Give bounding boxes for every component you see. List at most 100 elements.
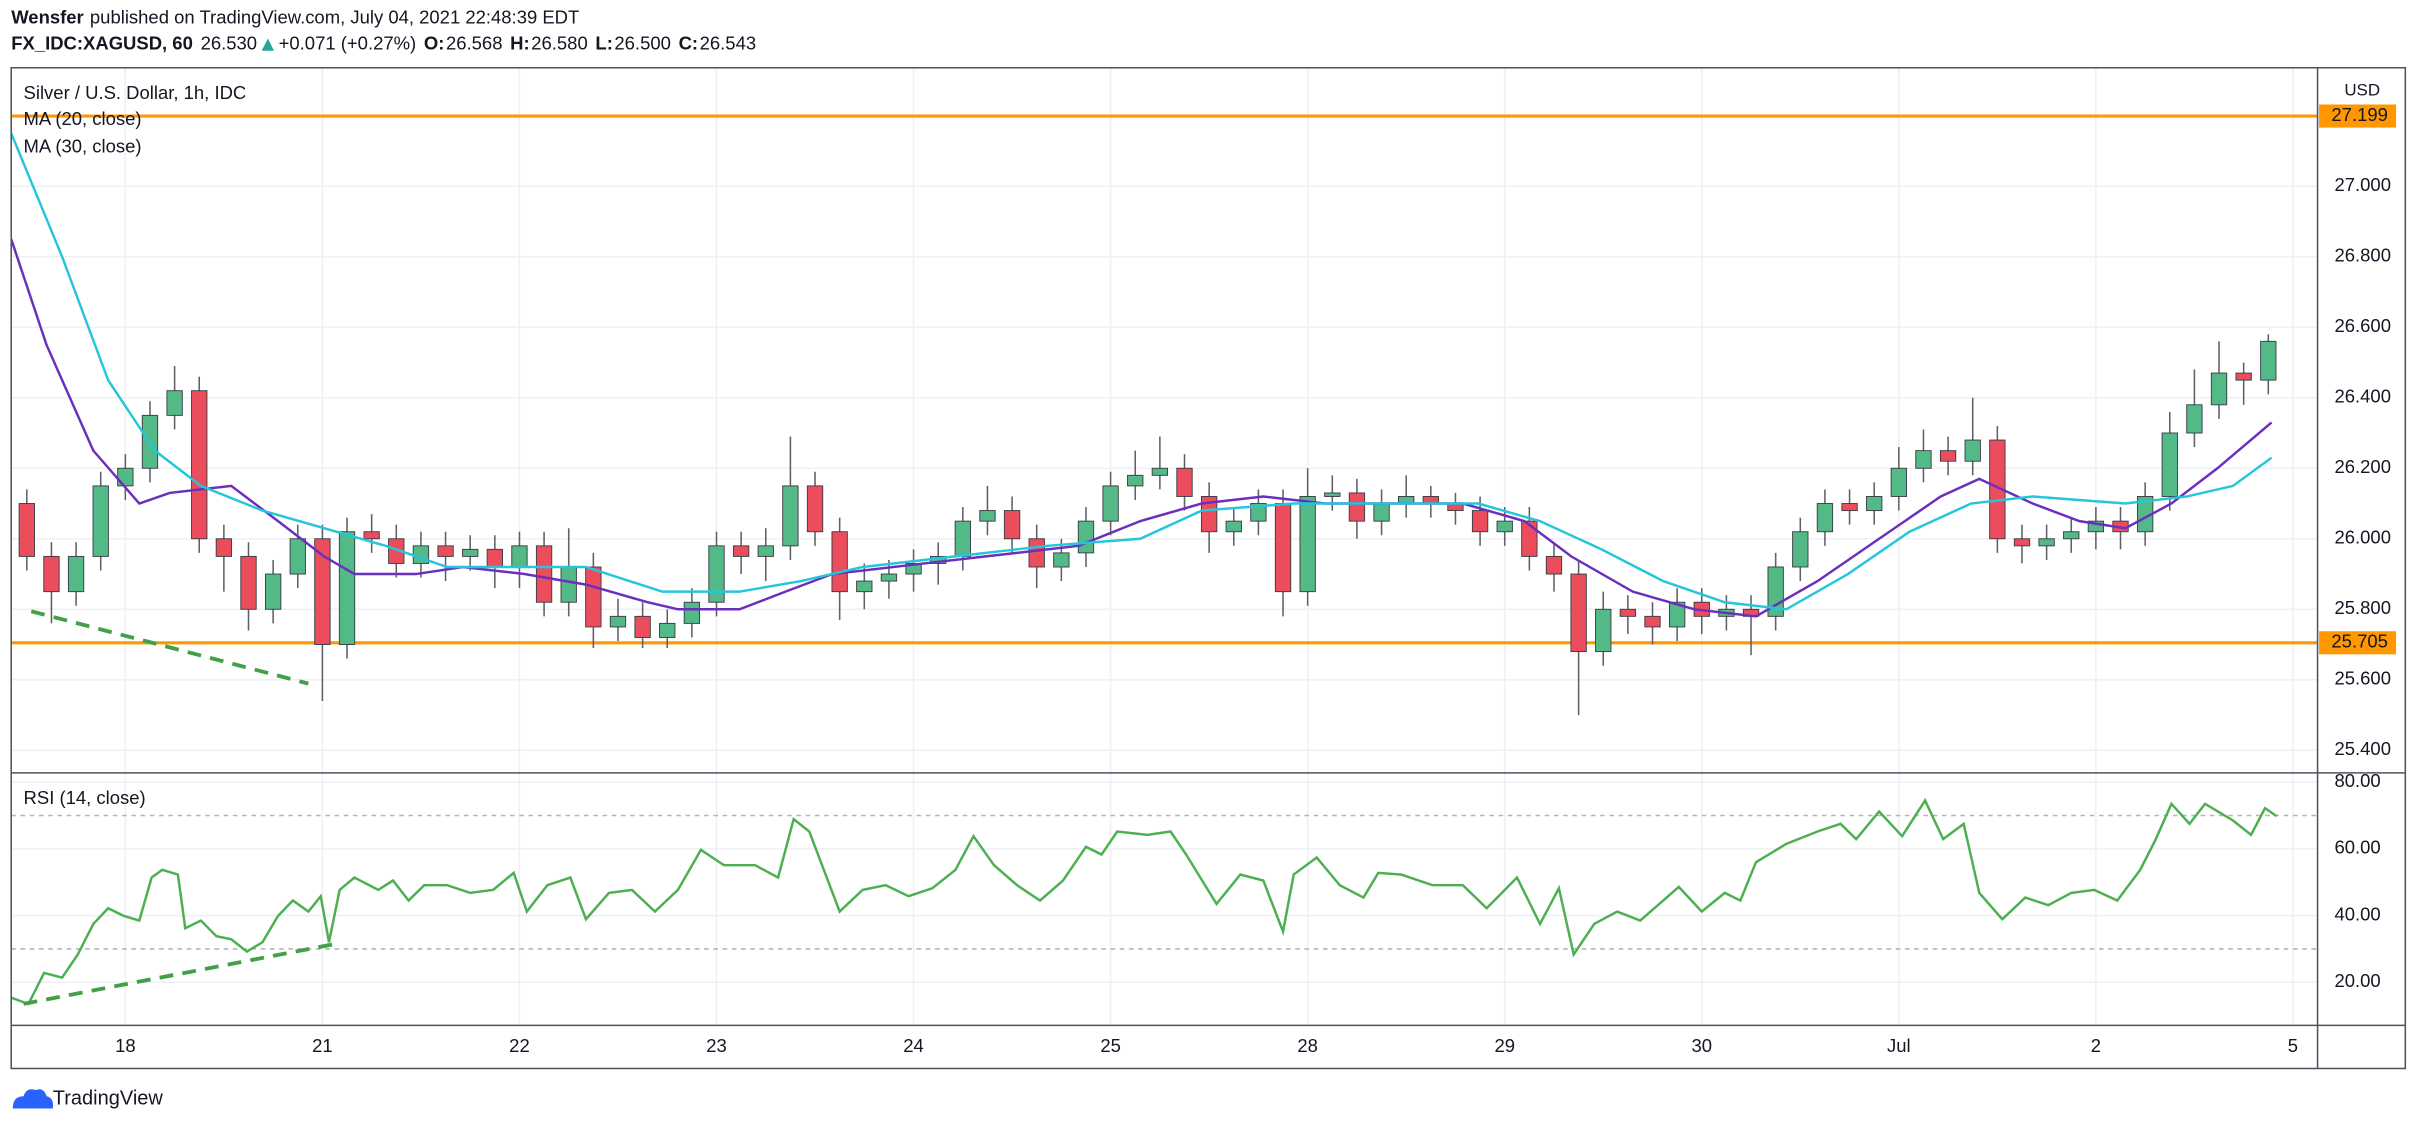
x-tick-label: 25 [1100, 1035, 1121, 1056]
candle-body [67, 555, 85, 593]
ohlc-label: L: [595, 33, 612, 54]
candle-body [18, 503, 35, 557]
candle-body [1077, 520, 1095, 554]
candle-body [856, 580, 873, 593]
x-tick-label: 24 [903, 1035, 924, 1056]
candle-body [314, 538, 331, 646]
candle-body [1496, 520, 1513, 533]
candle-body [289, 538, 306, 575]
y-tick-label: 26.200 [2335, 456, 2392, 477]
y-tick-label: 26.800 [2335, 245, 2392, 266]
candle-body [2235, 372, 2252, 381]
candle-body [92, 485, 109, 557]
axes [10, 66, 2407, 1070]
candle-body [1299, 496, 1316, 593]
candle-body [1324, 492, 1341, 497]
labels: 18 21 22 23 24 25 28 29 30 Jul 2 525.40025.60025.80… [24, 80, 2397, 1056]
y-tick-label: 26.000 [2335, 527, 2392, 548]
candle-body [240, 555, 257, 610]
ohlc-value: 26.543 [700, 33, 756, 54]
candle-body [1003, 510, 1021, 540]
x-tick-label: 5 [2288, 1035, 2298, 1056]
candle-body [1619, 608, 1637, 617]
y-tick-label: 60.00 [2335, 837, 2381, 858]
symbol: FX_IDC:XAGUSD, 60 [11, 33, 193, 54]
x-tick-label: 18 [115, 1035, 136, 1056]
candle-body [560, 566, 577, 603]
ohlc-value: 26.500 [614, 33, 671, 54]
candle-body [1792, 531, 1809, 568]
y-tick-label: 26.600 [2335, 315, 2392, 336]
ohlc-label: H: [510, 33, 530, 54]
last-price: 26.530 [201, 33, 258, 54]
candle-body [2038, 538, 2055, 547]
candle-body [1102, 485, 1119, 522]
candle-body [2186, 404, 2203, 434]
logo-icon [12, 1089, 54, 1109]
candle-body [1274, 503, 1292, 593]
candle-body [1127, 474, 1144, 487]
level-label: 27.199 [2331, 104, 2388, 125]
candle-body [1200, 496, 1218, 533]
candle-body [535, 545, 553, 603]
y-tick-label: 25.400 [2335, 738, 2392, 759]
candle-body [43, 555, 60, 593]
moving-average-line [11, 132, 2273, 611]
x-tick-label: 23 [706, 1035, 727, 1056]
header: Wensfer published on TradingView.com, Jul… [11, 6, 756, 53]
candle-body [1841, 503, 1858, 512]
ohlc-value: 26.568 [446, 33, 502, 54]
pane-title: Silver / U.S. Dollar, 1h, IDC [24, 82, 247, 103]
author: Wensfer [11, 6, 84, 27]
candle-body [363, 531, 380, 540]
candle-body [215, 538, 233, 557]
candle-body [1595, 608, 1612, 653]
candle-body [2013, 538, 2031, 547]
candle-body [1816, 503, 1834, 533]
candle-body [264, 573, 282, 610]
y-tick-label: 26.400 [2335, 386, 2392, 407]
candle-body [1053, 552, 1070, 568]
y-tick-label: 40.00 [2335, 903, 2381, 924]
candle-body [117, 467, 134, 487]
level-label-box [2319, 104, 2397, 128]
candle-body [1545, 555, 1563, 575]
candle-body [1225, 520, 1242, 533]
brand: TradingView [53, 1088, 164, 1110]
candle-body [2087, 520, 2105, 533]
candle-body [880, 573, 898, 582]
x-tick-label: 28 [1297, 1035, 1318, 1056]
x-tick-label: 21 [312, 1035, 333, 1056]
trend-line [23, 941, 337, 1006]
candle-body [1939, 450, 1957, 462]
x-tick-label: 30 [1691, 1035, 1712, 1056]
candle-body [659, 622, 676, 638]
candle-body [191, 390, 208, 540]
candle-body [1890, 467, 1907, 497]
rsi-line [11, 797, 2278, 1006]
legend-entry: MA (30, close) [24, 136, 142, 157]
candle-body [1373, 503, 1390, 522]
candle-body [979, 510, 996, 522]
candle-body [2210, 372, 2228, 406]
pane-title: RSI (14, close) [24, 787, 146, 808]
candle-body [1644, 615, 1661, 628]
candle-body [954, 520, 971, 557]
published-note: published on TradingView.com, July 04, 2… [90, 6, 579, 27]
candle-body [166, 390, 183, 416]
footer-logo: TradingView [12, 1088, 164, 1110]
candle-body [1521, 520, 1538, 557]
candle-body [708, 545, 725, 603]
level-label-box [2319, 631, 2397, 655]
candle-body [634, 615, 651, 638]
candle-body [757, 545, 774, 557]
change-icon [261, 38, 275, 51]
y-tick-label: 25.800 [2335, 597, 2392, 618]
candle-body [462, 548, 479, 557]
candle-body [831, 531, 848, 593]
x-tick-label: 2 [2091, 1035, 2101, 1056]
candle-body [609, 615, 627, 628]
candle-body [511, 545, 528, 568]
